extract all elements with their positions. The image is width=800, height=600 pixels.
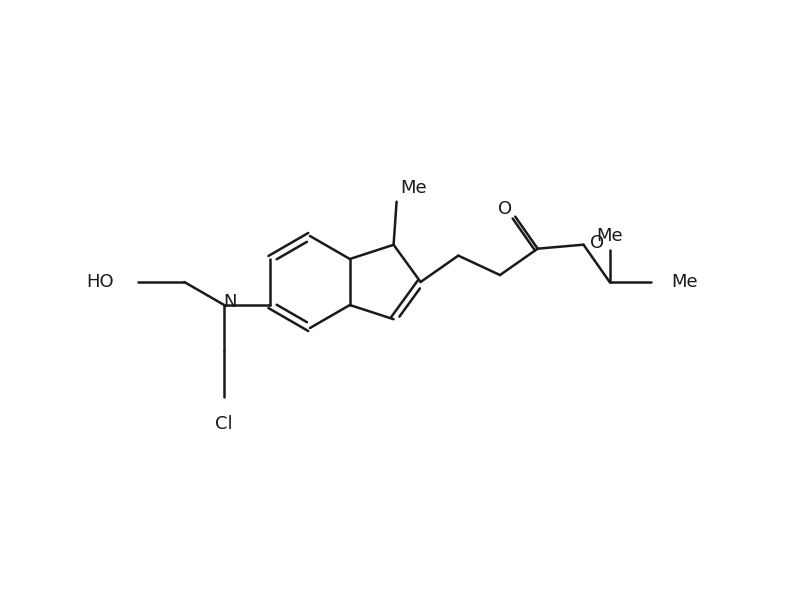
Text: Me: Me <box>671 274 698 292</box>
Text: Me: Me <box>597 227 623 245</box>
Text: N: N <box>223 293 237 311</box>
Text: HO: HO <box>86 273 114 291</box>
Text: Cl: Cl <box>215 415 233 433</box>
Text: Me: Me <box>401 179 427 197</box>
Text: O: O <box>590 233 605 251</box>
Text: O: O <box>498 200 512 218</box>
